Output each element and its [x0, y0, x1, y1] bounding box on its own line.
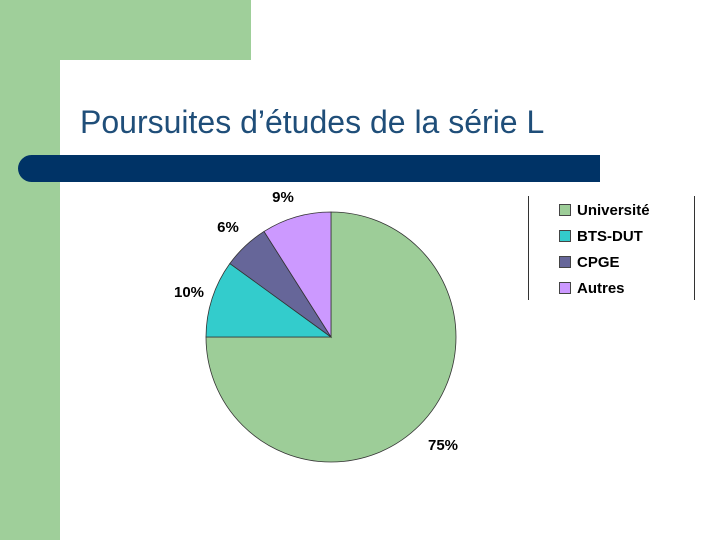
slice-data-label: 9%: [272, 189, 294, 206]
legend-label: Autres: [577, 279, 625, 297]
legend-swatch: [559, 282, 571, 294]
pie-slice-bts-dut: [205, 262, 333, 338]
legend-item-universite: Université: [559, 200, 650, 220]
legend-swatch: [559, 230, 571, 242]
slice-data-label: 10%: [174, 284, 204, 301]
legend-label: Université: [577, 201, 650, 219]
slide-title: Poursuites d’études de la série L: [80, 104, 545, 140]
legend-item-bts-dut: BTS-DUT: [559, 226, 643, 246]
legend-label: CPGE: [577, 253, 620, 271]
legend-item-cpge: CPGE: [559, 252, 620, 272]
legend-swatch: [559, 204, 571, 216]
legend-item-autres: Autres: [559, 278, 625, 298]
chart-legend: Université BTS-DUT CPGE Autres: [528, 196, 695, 300]
pie-slice-universit-: [205, 211, 457, 463]
title-underline-bar: [18, 155, 600, 182]
pie-slice-autres: [263, 211, 332, 339]
legend-swatch: [559, 256, 571, 268]
slice-data-label: 6%: [217, 219, 239, 236]
left-decor-band: [0, 0, 60, 540]
top-decor-band: [60, 0, 251, 60]
legend-label: BTS-DUT: [577, 227, 643, 245]
slice-data-label: 75%: [428, 437, 458, 454]
